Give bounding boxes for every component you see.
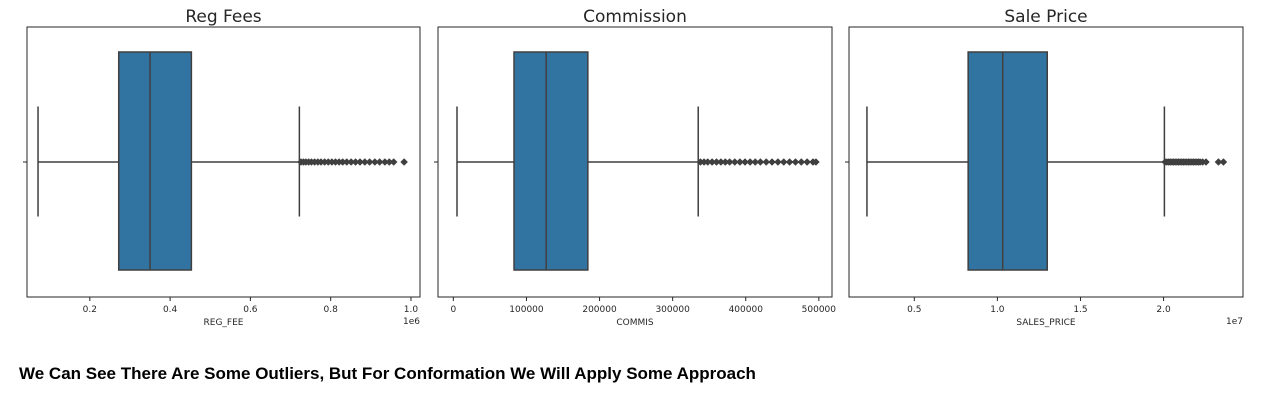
x-axis-label: COMMIS — [616, 318, 654, 328]
x-tick-label: 1.5 — [1073, 305, 1087, 315]
x-axis-label: SALES_PRICE — [1016, 318, 1076, 328]
outlier-point — [768, 158, 776, 166]
outlier-point — [730, 158, 739, 166]
x-tick-label: 100000 — [509, 305, 544, 315]
outlier-point — [756, 158, 765, 166]
x-tick-label: 0.4 — [163, 305, 178, 315]
x-tick-label: 300000 — [655, 305, 690, 315]
x-tick-label: 400000 — [729, 305, 764, 315]
x-tick-label: 1.0 — [404, 305, 419, 315]
outlier-point — [774, 158, 782, 166]
outlier-point — [1202, 158, 1210, 166]
conclusion-caption: We Can See There Are Some Outliers, But … — [19, 364, 756, 383]
outlier-point — [1219, 158, 1228, 166]
x-tick-label: 200000 — [582, 305, 617, 315]
outlier-point — [762, 158, 771, 166]
outlier-point — [365, 158, 374, 166]
chart-title: Sale Price — [1004, 7, 1087, 27]
outlier-point — [736, 158, 744, 166]
outlier-point — [785, 158, 794, 166]
x-tick-label: 0.6 — [243, 305, 258, 315]
boxplot-figure: Reg Fees 0.2 0.4 0.6 0.8 1.0 REG_FEE 1e6 Commiss… — [23, 7, 1244, 328]
x-tick-label: 0.2 — [83, 305, 97, 315]
x-tick-label: 500000 — [802, 305, 837, 315]
chart-title: Reg Fees — [185, 7, 261, 27]
outlier-point — [375, 158, 384, 166]
x-tick-label: 1.0 — [990, 305, 1005, 315]
outlier-point — [751, 158, 760, 166]
outlier-point — [400, 158, 408, 166]
iqr-box — [117, 51, 193, 271]
outlier-point — [741, 158, 749, 166]
iqr-box — [513, 51, 589, 271]
chart-panel-3: Sale Price 0.5 1.0 1.5 2.0 SALES_PRICE 1e7 — [845, 7, 1244, 328]
outlier-point — [803, 158, 812, 166]
iqr-box — [967, 51, 1048, 271]
outlier-point — [746, 158, 754, 166]
outlier-point — [389, 158, 398, 166]
x-offset-text: 1e7 — [1226, 317, 1243, 327]
outlier-point — [797, 158, 806, 166]
chart-panel-2: Commission 0 100000 200000 300000 400000 50000… — [434, 7, 836, 328]
outlier-point — [791, 158, 800, 166]
x-axis-label: REG_FEE — [204, 318, 244, 328]
outlier-point — [779, 158, 788, 166]
outlier-point — [812, 158, 820, 166]
x-tick-label: 0.8 — [324, 305, 339, 315]
x-tick-label: 0.5 — [907, 305, 921, 315]
x-offset-text: 1e6 — [403, 317, 420, 327]
x-tick-label: 2.0 — [1156, 305, 1171, 315]
chart-title: Commission — [583, 7, 687, 27]
outlier-point — [725, 158, 734, 166]
x-tick-label: 0 — [450, 305, 456, 315]
chart-panel-1: Reg Fees 0.2 0.4 0.6 0.8 1.0 REG_FEE 1e6 — [23, 7, 421, 328]
